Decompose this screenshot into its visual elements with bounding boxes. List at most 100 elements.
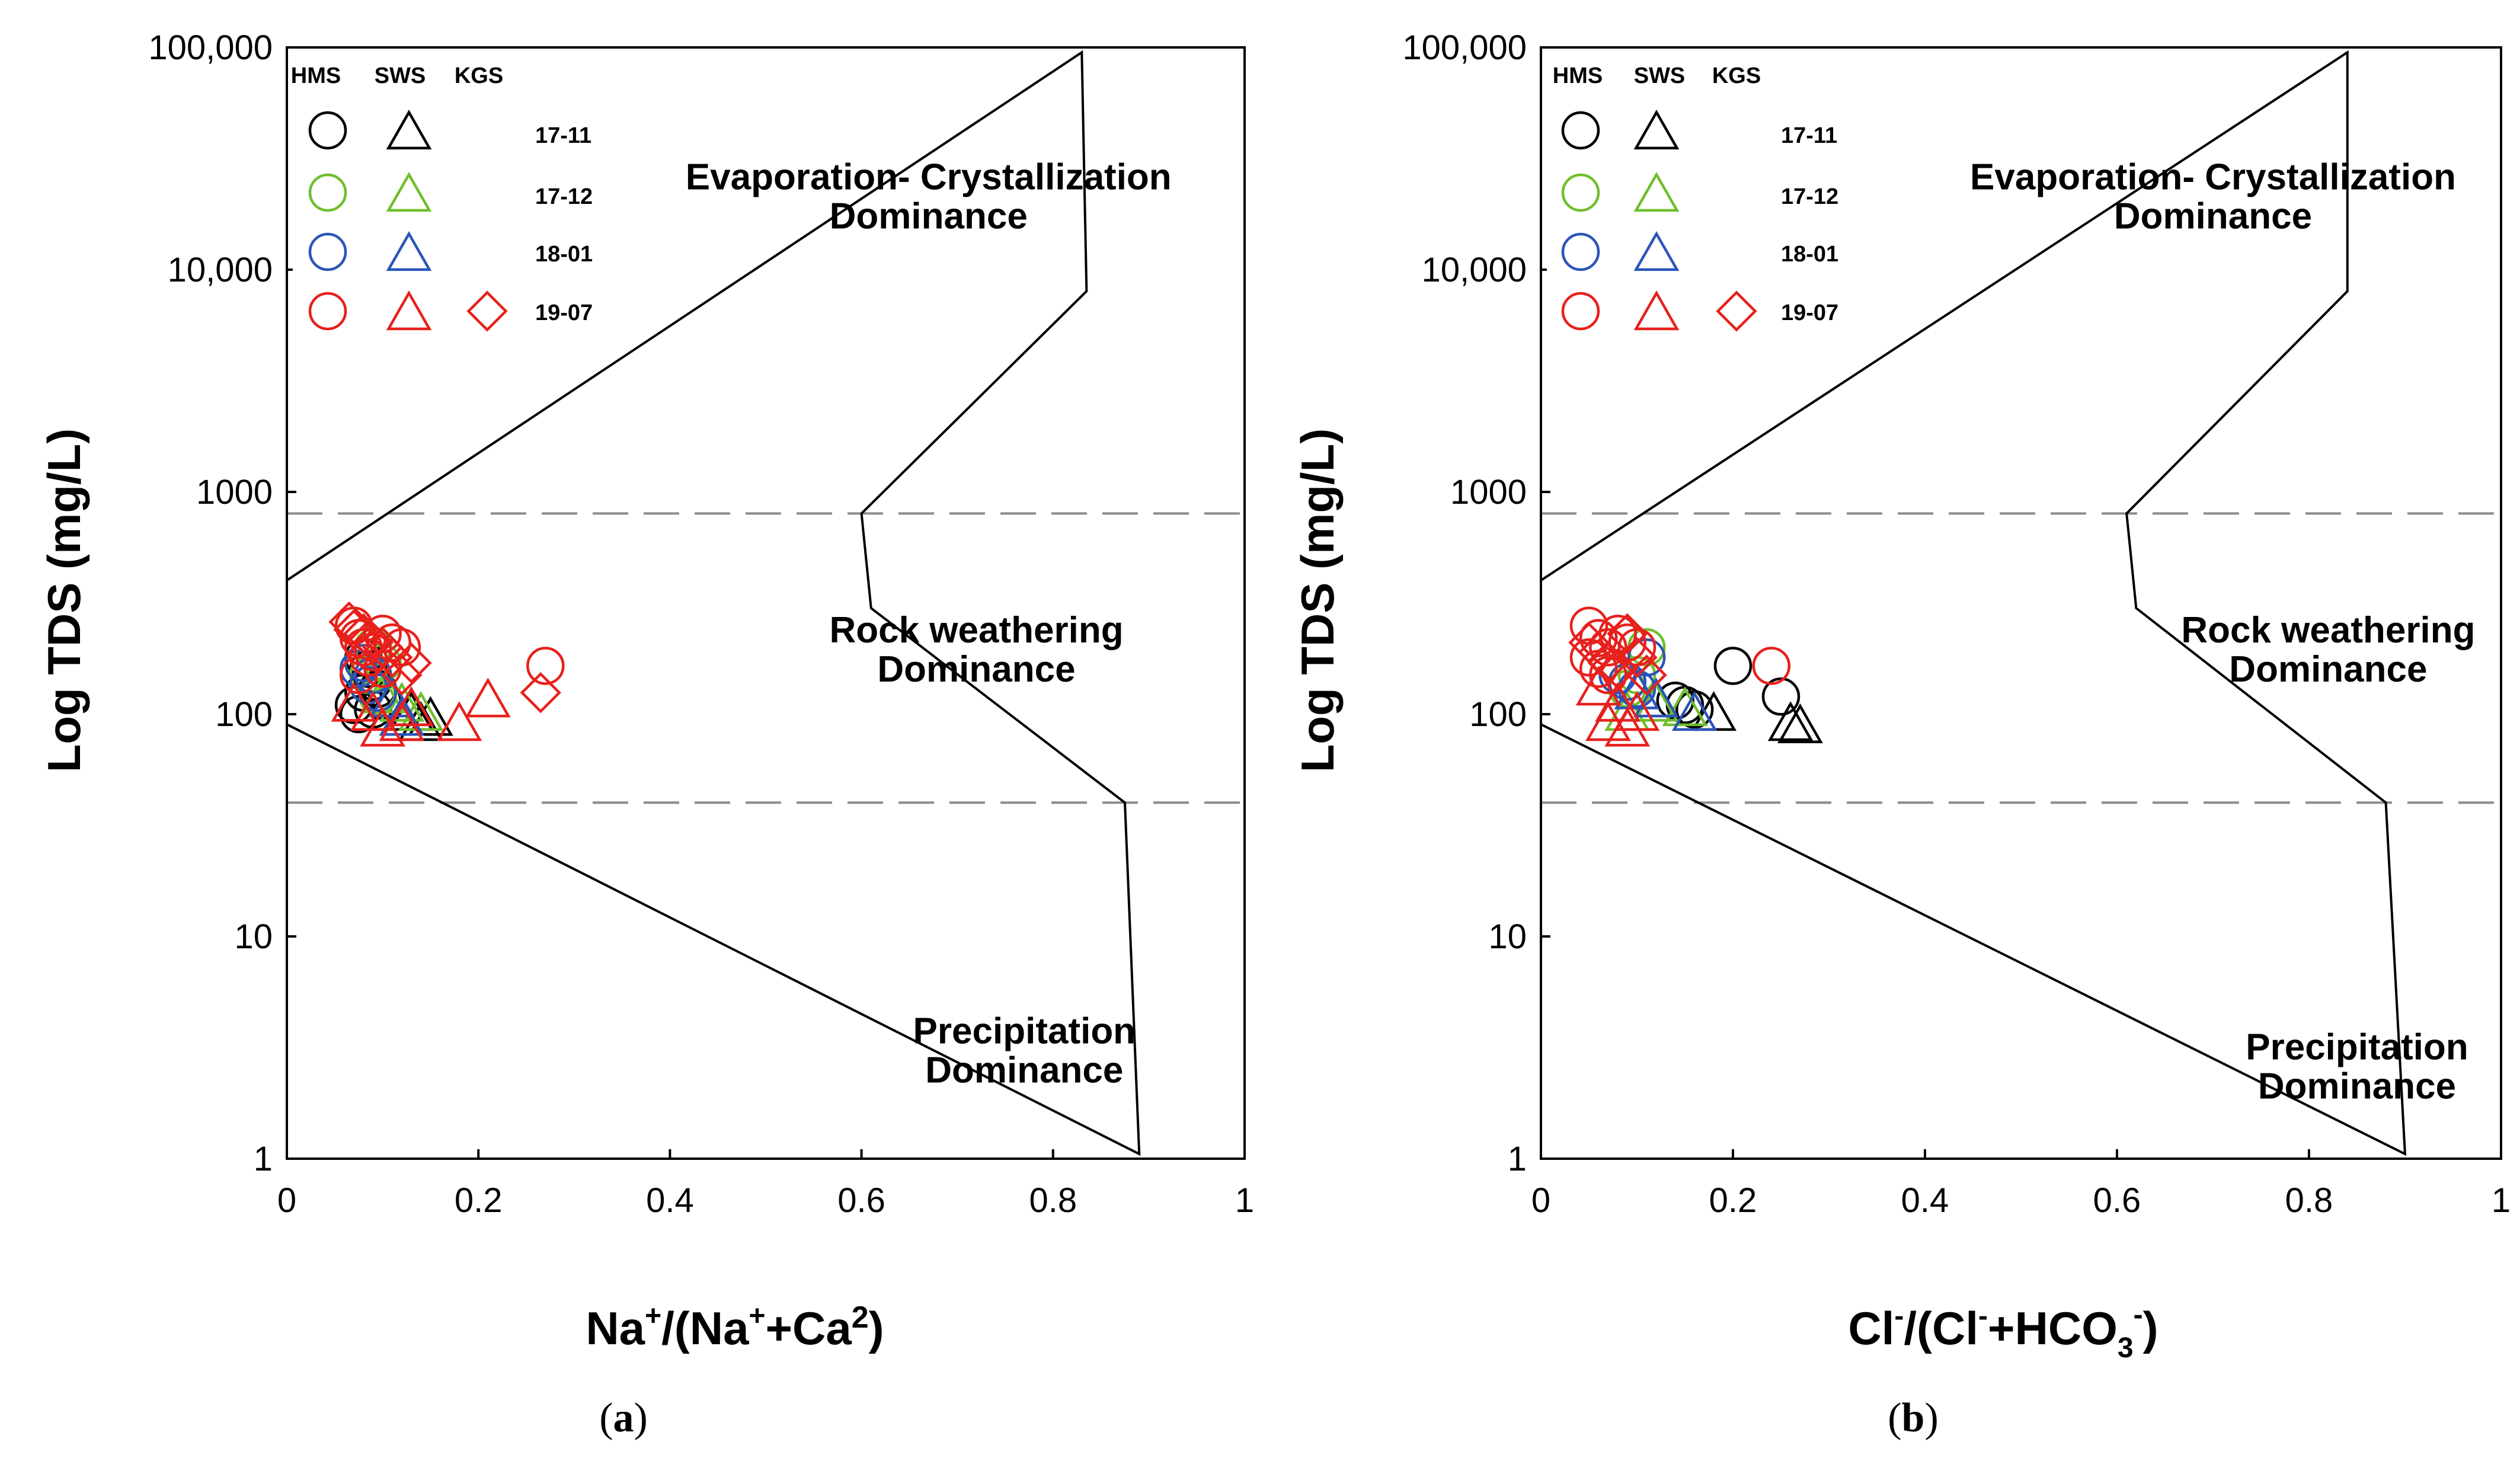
point-sws-18-01-2: [379, 696, 425, 736]
point-sws-19-07-2: [1575, 666, 1622, 706]
point-sws-19-07-6: [350, 690, 396, 731]
caption-b: (b): [1888, 1395, 1939, 1441]
point-kgs-19-07-7: [343, 613, 384, 655]
region-label-1: Rock weathering Dominance: [829, 610, 1123, 690]
point-sws-18-01-0: [1633, 677, 1679, 718]
legend: HMS SWS KGS 17-11 17-12 18-01 19-07: [291, 53, 610, 343]
legend-marker-sws-19-07: [1633, 290, 1680, 331]
legend-header-sws: SWS: [375, 63, 426, 88]
point-kgs-19-07-6: [1626, 654, 1667, 696]
legend-marker-kgs-19-07: [466, 290, 508, 332]
region-label-0: Evaporation- Crystallization Dominance: [1970, 156, 2456, 236]
y-tick-label-1: 10: [234, 917, 273, 956]
point-sws-19-07-2: [436, 701, 482, 741]
panel-b: Evaporation- Crystallization Dominance Roc…: [1291, 28, 2511, 1441]
legend-label-18-01: 18-01: [1781, 242, 1838, 267]
point-sws-19-07-0: [1585, 701, 1631, 741]
y-tick-label-4: 10,000: [1422, 251, 1527, 289]
region-label-2: Precipitation Dominance: [2246, 1027, 2468, 1107]
legend-label-19-07: 19-07: [1781, 300, 1838, 325]
y-axis-label: Log TDS (mg/L): [38, 429, 90, 773]
legend-marker-hms-17-11: [1561, 111, 1600, 150]
plot-area: Evaporation- Crystallization Dominance Roc…: [286, 50, 1245, 1156]
point-hms-19-07-9: [1752, 647, 1791, 685]
point-sws-19-07-4: [388, 686, 434, 727]
region-label-2: Precipitation Dominance: [913, 1011, 1136, 1091]
point-sws-19-07-3: [465, 677, 511, 718]
point-sws-17-11-1: [1767, 701, 1814, 741]
caption-a: (a): [599, 1395, 648, 1441]
point-sws-17-12-0: [1633, 682, 1679, 722]
y-axis-label: Log TDS (mg/L): [1291, 429, 1344, 773]
region-label-0: Evaporation- Crystallization Dominance: [686, 156, 1172, 236]
legend-header-kgs: KGS: [455, 63, 503, 88]
legend-marker-sws-19-07: [386, 290, 432, 331]
point-sws-18-01-2: [1671, 690, 1718, 731]
legend-label-17-12: 17-12: [1781, 184, 1838, 209]
legend-header-kgs: KGS: [1712, 63, 1761, 88]
point-kgs-19-07-6: [381, 654, 423, 696]
legend-marker-sws-17-11: [1633, 109, 1680, 150]
point-sws-19-07-4: [1595, 682, 1640, 722]
panel-a: Evaporation- Crystallization Dominance Roc…: [38, 28, 1254, 1441]
x-axis: 0 0.2 0.4 0.6 0.8 1: [1531, 1149, 2511, 1220]
gibbs-boundary-line: [1540, 50, 2407, 1156]
legend-label-19-07: 19-07: [535, 300, 593, 325]
legend-marker-sws-17-12: [386, 171, 432, 212]
gibbs-boundary-line: [286, 50, 1141, 1156]
x-tick-label-4: 0.8: [1029, 1181, 1077, 1220]
point-hms-17-11-4: [1761, 677, 1801, 716]
legend-label-17-11: 17-11: [535, 123, 591, 148]
x-tick-label-4: 0.8: [2285, 1181, 2333, 1220]
y-tick-label-2: 100: [1469, 695, 1527, 734]
y-tick-label-3: 1000: [196, 473, 273, 511]
x-axis: 0 0.2 0.4 0.6 0.8 1: [277, 1149, 1254, 1220]
x-tick-label-0: 0: [1531, 1181, 1550, 1220]
point-hms-19-07-2: [1589, 628, 1627, 667]
point-hms-17-11-3: [1713, 647, 1753, 685]
y-axis: 1 10 100 1000 10,000 100,000: [148, 28, 296, 1178]
point-kgs-19-07-3: [1597, 648, 1639, 690]
x-tick-label-1: 0.2: [455, 1181, 503, 1220]
x-tick-label-2: 0.4: [646, 1181, 694, 1220]
x-tick-label-0: 0: [277, 1181, 296, 1220]
point-sws-17-12-1: [1662, 686, 1708, 727]
plot-frame: [286, 46, 1246, 1160]
point-sws-17-11-2: [1777, 703, 1823, 743]
legend-marker-hms-19-07: [308, 292, 347, 331]
point-kgs-19-07-2: [352, 622, 394, 663]
plot-frame: [1540, 46, 2502, 1160]
legend-header-hms: HMS: [1553, 63, 1603, 88]
y-tick-label-5: 100,000: [148, 28, 273, 67]
y-tick-label-0: 1: [254, 1140, 273, 1178]
x-tick-label-2: 0.4: [1901, 1181, 1949, 1220]
region-label-1: Rock weathering Dominance: [2181, 610, 2475, 690]
point-hms-19-07-10: [526, 647, 565, 685]
y-axis: 1 10 100 1000 10,000 100,000: [1402, 28, 1550, 1178]
y-tick-label-4: 10,000: [168, 251, 273, 289]
legend-label-18-01: 18-01: [535, 242, 593, 267]
x-tick-label-3: 0.6: [2093, 1181, 2141, 1220]
point-hms-19-07-1: [1579, 619, 1618, 657]
y-tick-label-2: 100: [215, 695, 273, 734]
legend-marker-hms-17-12: [308, 173, 347, 212]
legend-marker-sws-18-01: [386, 231, 432, 271]
point-hms-17-11-2: [1675, 690, 1714, 729]
legend-label-17-11: 17-11: [1781, 123, 1837, 148]
legend-label-17-12: 17-12: [535, 184, 593, 209]
legend-marker-hms-18-01: [308, 232, 347, 271]
point-kgs-19-07-1: [333, 609, 375, 651]
x-tick-label-3: 0.6: [837, 1181, 885, 1220]
point-sws-18-01-1: [1614, 669, 1660, 709]
point-hms-19-07-8: [1589, 656, 1627, 695]
point-hms-19-07-6: [349, 638, 388, 677]
y-tick-label-0: 1: [1508, 1140, 1527, 1178]
y-tick-label-5: 100,000: [1402, 28, 1527, 67]
legend-header-sws: SWS: [1634, 63, 1686, 88]
legend-marker-sws-18-01: [1633, 231, 1680, 271]
point-kgs-19-07-5: [362, 626, 404, 668]
legend-marker-hms-17-12: [1561, 173, 1600, 212]
legend-marker-sws-17-11: [386, 109, 432, 150]
point-sws-19-07-3: [1614, 690, 1660, 731]
